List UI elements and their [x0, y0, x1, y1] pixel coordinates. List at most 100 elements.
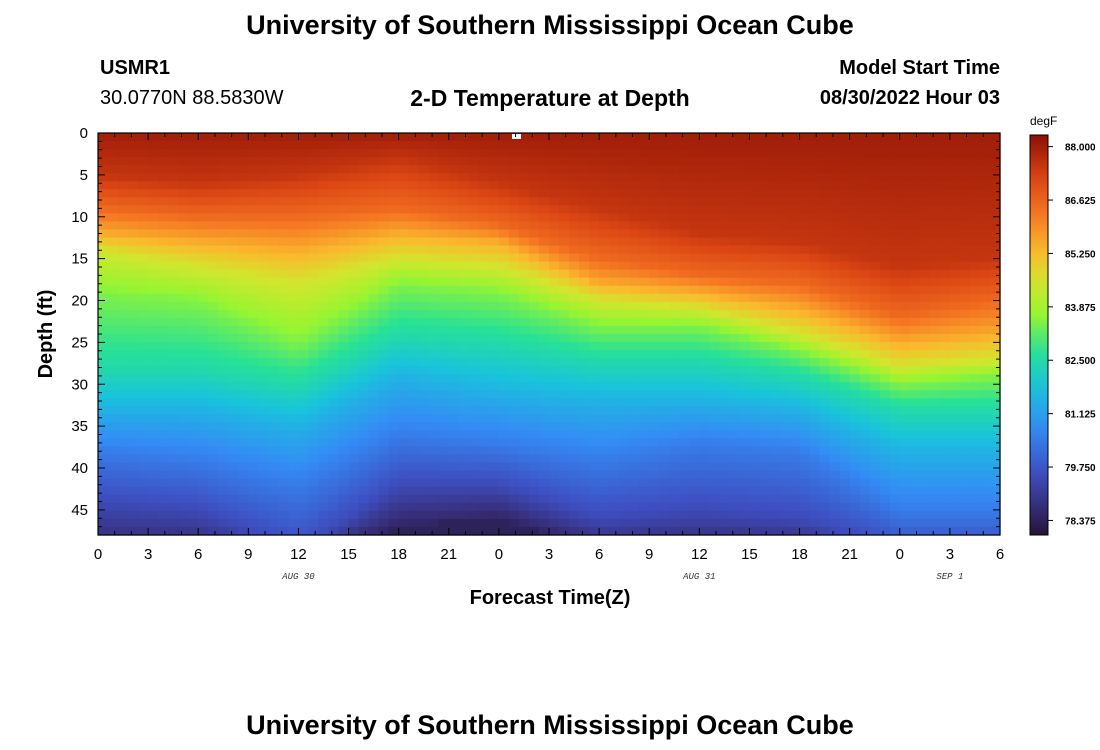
- heatmap-cell: [268, 261, 279, 271]
- heatmap-cell: [468, 414, 480, 424]
- heatmap-cell: [589, 317, 600, 327]
- heatmap-cell: [579, 149, 590, 158]
- heatmap-cell: [158, 157, 169, 166]
- heatmap-cell: [178, 446, 189, 456]
- heatmap-cell: [739, 293, 751, 303]
- heatmap-cell: [268, 398, 279, 407]
- heatmap-cell: [278, 293, 290, 303]
- heatmap-cell: [839, 494, 851, 504]
- heatmap-cell: [308, 478, 320, 488]
- heatmap-cell: [408, 518, 420, 528]
- heatmap-cell: [619, 382, 630, 391]
- heatmap-cell: [879, 237, 891, 247]
- heatmap-cell: [799, 181, 811, 190]
- heatmap-cell: [288, 149, 300, 158]
- heatmap-cell: [549, 470, 560, 480]
- heatmap-cell: [829, 462, 841, 472]
- heatmap-cell: [949, 221, 961, 231]
- heatmap-cell: [949, 374, 961, 383]
- heatmap-cell: [448, 157, 460, 166]
- heatmap-cell: [779, 414, 791, 424]
- heatmap-cell: [188, 422, 199, 432]
- heatmap-cell: [478, 309, 490, 319]
- heatmap-cell: [208, 430, 219, 440]
- heatmap-cell: [278, 438, 290, 448]
- heatmap-cell: [248, 422, 259, 432]
- heatmap-cell: [639, 253, 650, 263]
- heatmap-cell: [168, 334, 179, 343]
- heatmap-cell: [629, 454, 640, 464]
- heatmap-cell: [649, 382, 660, 391]
- heatmap-cell: [849, 398, 861, 407]
- heatmap-cell: [378, 510, 390, 520]
- heatmap-cell: [448, 173, 460, 182]
- heatmap-cell: [288, 414, 300, 424]
- heatmap-cell: [278, 422, 290, 432]
- heatmap-cell: [749, 502, 761, 512]
- heatmap-cell: [569, 221, 580, 231]
- heatmap-cell: [368, 446, 380, 456]
- heatmap-cell: [759, 133, 771, 142]
- heatmap-cell: [258, 149, 269, 158]
- heatmap-cell: [949, 133, 961, 142]
- heatmap-cell: [358, 269, 370, 279]
- heatmap-cell: [609, 478, 620, 488]
- heatmap-cell: [188, 141, 199, 150]
- heatmap-cell: [989, 374, 1001, 383]
- heatmap-cell: [579, 205, 590, 214]
- heatmap-cell: [769, 133, 781, 142]
- heatmap-cell: [869, 350, 881, 359]
- heatmap-cell: [819, 133, 831, 142]
- heatmap-cell: [839, 342, 851, 351]
- heatmap-cell: [208, 261, 219, 271]
- heatmap-cell: [629, 221, 640, 231]
- heatmap-cell: [358, 526, 370, 536]
- heatmap-cell: [428, 245, 440, 255]
- heatmap-cell: [258, 133, 269, 142]
- heatmap-cell: [178, 157, 189, 166]
- heatmap-cell: [498, 510, 510, 520]
- heatmap-cell: [649, 470, 660, 480]
- heatmap-cell: [819, 285, 831, 295]
- heatmap-cell: [488, 350, 500, 359]
- heatmap-cell: [959, 189, 971, 198]
- heatmap-cell: [809, 526, 821, 536]
- heatmap-cell: [208, 149, 219, 158]
- heatmap-cell: [488, 398, 500, 407]
- heatmap-cell: [929, 422, 941, 432]
- heatmap-cell: [979, 197, 991, 206]
- heatmap-cell: [328, 157, 340, 166]
- heatmap-cell: [458, 229, 470, 239]
- heatmap-cell: [899, 157, 911, 166]
- heatmap-cell: [689, 133, 700, 142]
- heatmap-cell: [949, 181, 961, 190]
- heatmap-cell: [338, 390, 350, 399]
- heatmap-cell: [288, 454, 300, 464]
- heatmap-cell: [569, 149, 580, 158]
- heatmap-cell: [328, 149, 340, 158]
- heatmap-cell: [659, 277, 670, 287]
- x-tick-label: 18: [791, 546, 808, 563]
- heatmap-cell: [759, 149, 771, 158]
- heatmap-cell: [939, 229, 951, 239]
- heatmap-cell: [959, 285, 971, 295]
- heatmap-cell: [989, 221, 1001, 231]
- heatmap-cell: [979, 502, 991, 512]
- heatmap-cell: [849, 205, 861, 214]
- heatmap-cell: [138, 350, 149, 359]
- heatmap-cell: [889, 502, 901, 512]
- heatmap-cell: [308, 382, 320, 391]
- heatmap-cell: [829, 350, 841, 359]
- heatmap-cell: [468, 181, 480, 190]
- heatmap-cell: [629, 526, 640, 536]
- heatmap-cell: [488, 157, 500, 166]
- heatmap-cell: [118, 277, 129, 287]
- heatmap-cell: [418, 470, 430, 480]
- heatmap-cell: [288, 133, 300, 142]
- heatmap-cell: [909, 406, 921, 415]
- heatmap-cell: [428, 414, 440, 424]
- heatmap-cell: [609, 157, 620, 166]
- heatmap-cell: [468, 205, 480, 214]
- heatmap-cell: [919, 430, 931, 440]
- heatmap-cell: [629, 486, 640, 496]
